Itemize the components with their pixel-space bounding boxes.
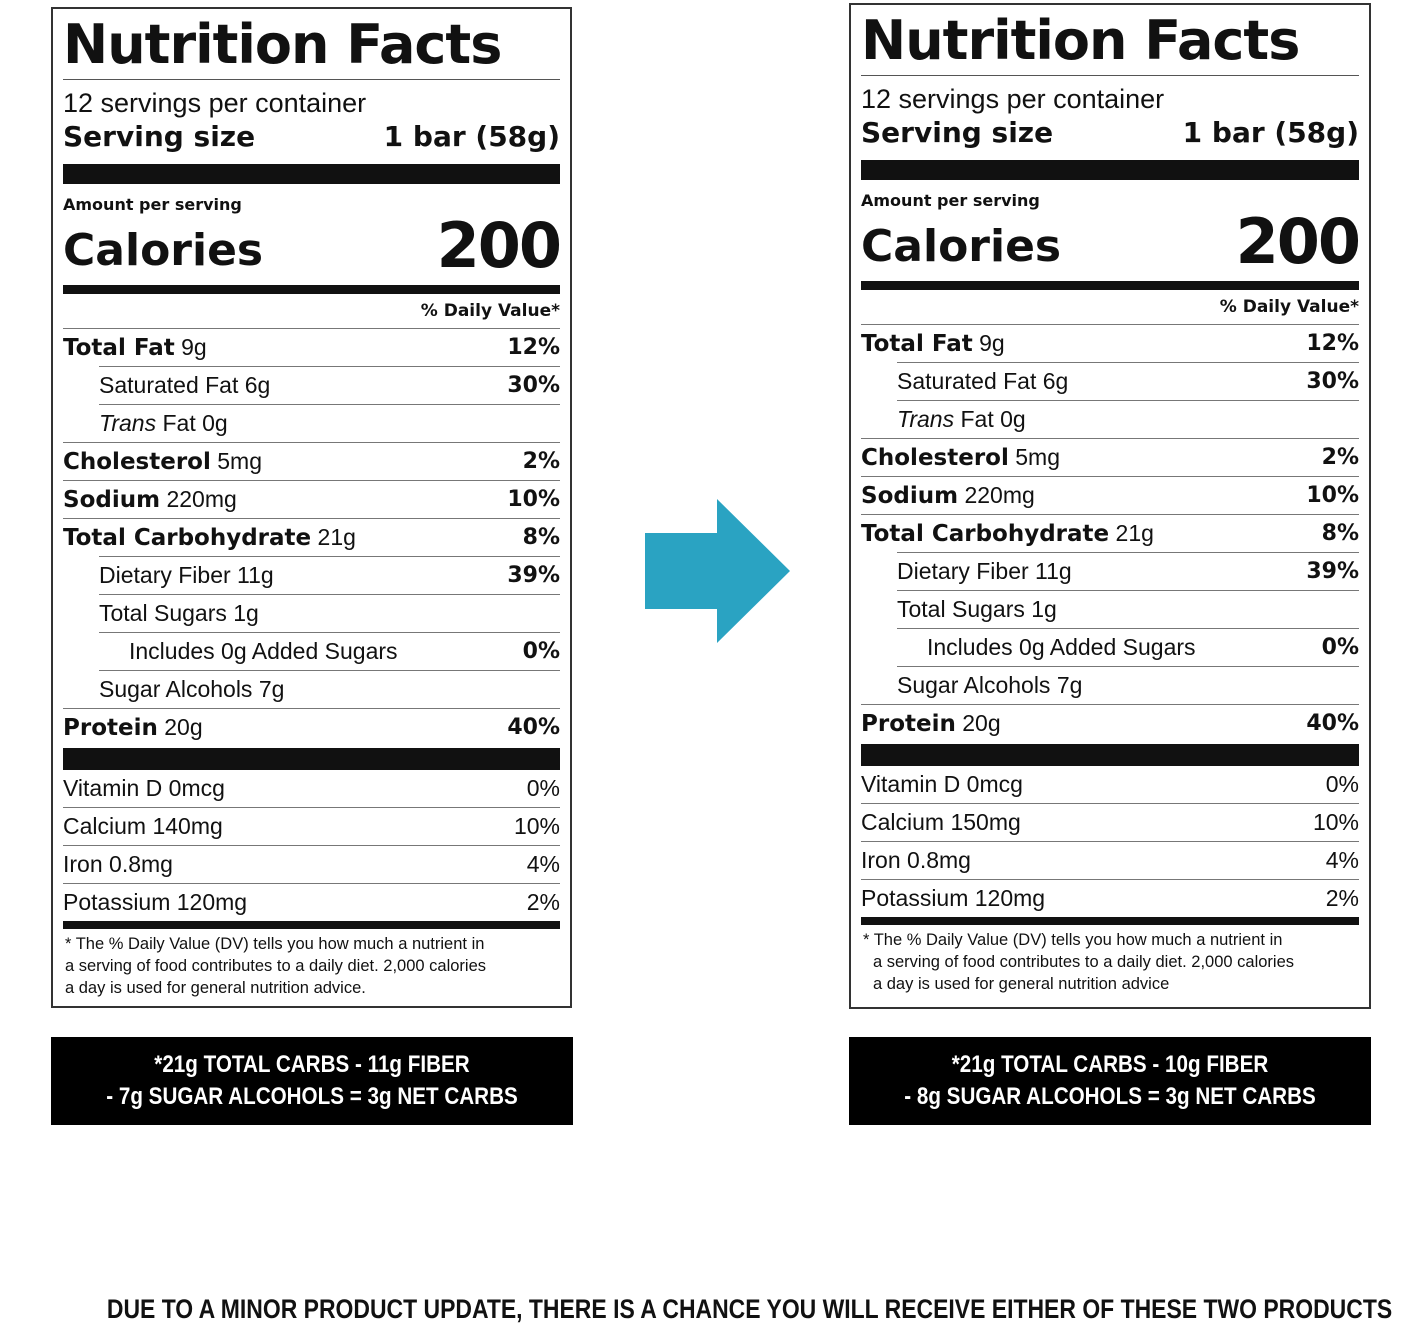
label-title: Nutrition Facts (861, 9, 1300, 72)
nutrient-row-saturated-fat: Saturated Fat 6g 30% (897, 362, 1359, 400)
vitamin-row: Iron 0.8mg 4% (63, 846, 560, 884)
nutrient-row-total-fat: Total Fat 9g 12% (861, 324, 1359, 362)
nutrient-row-total-sugars: Total Sugars 1g (99, 594, 560, 632)
nutrient-row-dietary-fiber: Dietary Fiber 11g 39% (99, 556, 560, 594)
net-carbs-box-new: *21g TOTAL CARBS - 10g FIBER - 8g SUGAR … (849, 1037, 1371, 1125)
amount-per-serving: Amount per serving (63, 195, 242, 214)
nutrition-label-new: Nutrition Facts 12 servings per containe… (849, 3, 1371, 1009)
daily-value-header: % Daily Value* (1219, 297, 1359, 317)
nutrient-row-sodium: Sodium 220mg 10% (63, 480, 560, 518)
serving-size: Serving size 1 bar (58g) (63, 120, 560, 154)
vitamin-row: Vitamin D 0mcg 0% (861, 766, 1359, 804)
servings-per-container: 12 servings per container (861, 84, 1165, 114)
nutrient-row-sugar-alcohols: Sugar Alcohols 7g (99, 670, 560, 708)
calories-row: Calories 200 (63, 209, 562, 282)
nutrient-row-total-fat: Total Fat 9g 12% (63, 328, 560, 366)
net-carbs-line-2: - 8g SUGAR ALCOHOLS = 3g NET CARBS (904, 1083, 1316, 1110)
nutrition-label-old: Nutrition Facts 12 servings per containe… (51, 7, 572, 1008)
nutrient-row-cholesterol: Cholesterol 5mg 2% (861, 438, 1359, 476)
daily-value-header: % Daily Value* (420, 301, 560, 321)
nutrient-row-saturated-fat: Saturated Fat 6g 30% (99, 366, 560, 404)
footnote: * The % Daily Value (DV) tells you how m… (65, 935, 486, 997)
vitamin-row: Potassium 120mg 2% (63, 889, 560, 915)
nutrient-row-total-carbohydrate: Total Carbohydrate 21g 8% (861, 514, 1359, 552)
calories-value: 200 (436, 209, 562, 282)
net-carbs-line-2: - 7g SUGAR ALCOHOLS = 3g NET CARBS (106, 1083, 518, 1110)
serving-size: Serving size 1 bar (58g) (861, 116, 1359, 150)
nutrient-row-dietary-fiber: Dietary Fiber 11g 39% (897, 552, 1359, 590)
serving-size-label: Serving size (861, 116, 1054, 149)
calories-value: 200 (1235, 205, 1361, 278)
nutrient-row-trans-fat: Trans Fat 0g (99, 404, 560, 442)
product-update-notice: DUE TO A MINOR PRODUCT UPDATE, THERE IS … (106, 1294, 1393, 1324)
vitamin-row: Calcium 150mg 10% (861, 804, 1359, 842)
net-carbs-box-old: *21g TOTAL CARBS - 11g FIBER - 7g SUGAR … (51, 1037, 573, 1125)
footnote: * The % Daily Value (DV) tells you how m… (863, 931, 1294, 993)
vitamin-row: Vitamin D 0mcg 0% (63, 770, 560, 808)
right-arrow-icon (645, 499, 790, 643)
nutrient-row-total-carbohydrate: Total Carbohydrate 21g 8% (63, 518, 560, 556)
nutrient-row-cholesterol: Cholesterol 5mg 2% (63, 442, 560, 480)
nutrient-row-protein: Protein 20g 40% (63, 708, 560, 746)
serving-size-value: 1 bar (58g) (383, 120, 560, 153)
label-title: Nutrition Facts (63, 13, 502, 76)
calories-label: Calories (861, 221, 1062, 272)
nutrient-row-sugar-alcohols: Sugar Alcohols 7g (897, 666, 1359, 704)
nutrient-row-total-sugars: Total Sugars 1g (897, 590, 1359, 628)
nutrient-row-added-sugars: Includes 0g Added Sugars 0% (99, 632, 560, 670)
net-carbs-line-1: *21g TOTAL CARBS - 11g FIBER (154, 1051, 470, 1078)
nutrient-row-trans-fat: Trans Fat 0g (897, 400, 1359, 438)
amount-per-serving: Amount per serving (861, 191, 1040, 210)
vitamin-row: Calcium 140mg 10% (63, 808, 560, 846)
vitamin-row: Potassium 120mg 2% (861, 885, 1359, 911)
vitamin-row: Iron 0.8mg 4% (861, 842, 1359, 880)
serving-size-label: Serving size (63, 120, 256, 153)
nutrient-row-added-sugars: Includes 0g Added Sugars 0% (897, 628, 1359, 666)
calories-label: Calories (63, 225, 264, 276)
calories-row: Calories 200 (861, 205, 1361, 278)
serving-size-value: 1 bar (58g) (1182, 116, 1359, 149)
nutrient-row-sodium: Sodium 220mg 10% (861, 476, 1359, 514)
net-carbs-line-1: *21g TOTAL CARBS - 10g FIBER (951, 1051, 1269, 1078)
servings-per-container: 12 servings per container (63, 88, 367, 118)
nutrient-row-protein: Protein 20g 40% (861, 704, 1359, 742)
